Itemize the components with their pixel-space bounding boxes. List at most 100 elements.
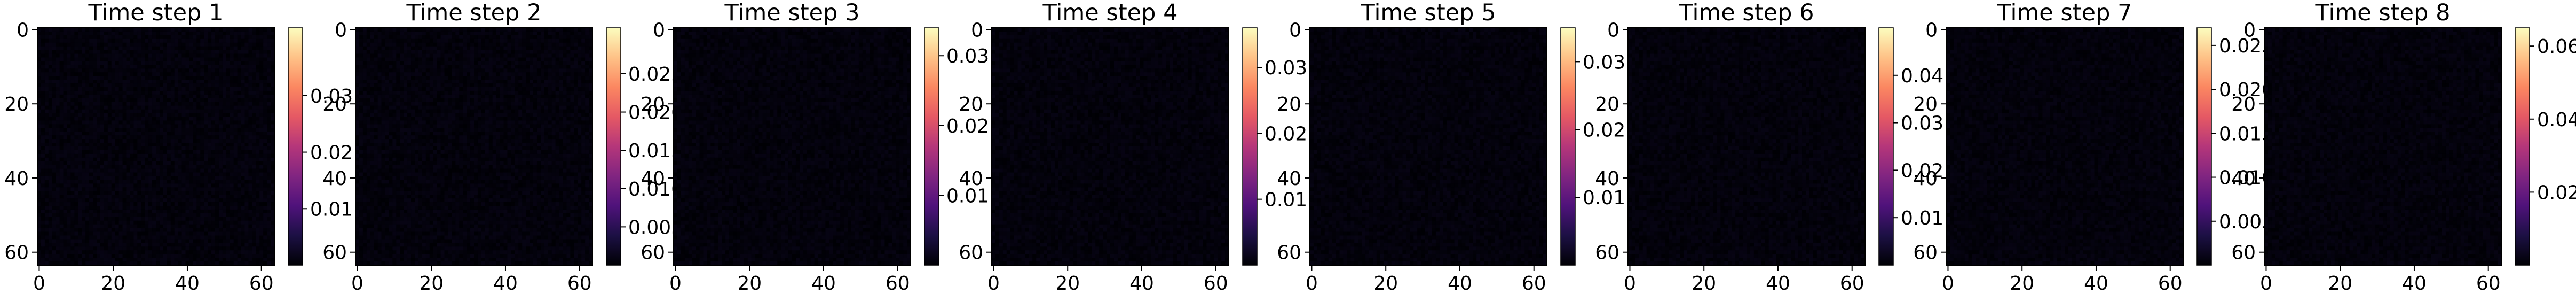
heatmap-cell bbox=[226, 65, 231, 69]
heatmap-cell bbox=[100, 173, 105, 177]
heatmap-cell bbox=[133, 54, 138, 58]
heatmap-cell bbox=[186, 225, 190, 229]
heatmap-cell bbox=[367, 68, 371, 73]
heatmap-cell bbox=[445, 47, 449, 51]
heatmap-cell bbox=[152, 47, 156, 51]
heatmap-cell bbox=[74, 32, 78, 36]
heatmap-cell bbox=[60, 58, 64, 62]
heatmap-cell bbox=[82, 250, 86, 254]
heatmap-cell bbox=[156, 150, 160, 155]
heatmap-cell bbox=[407, 50, 412, 55]
heatmap-cell bbox=[45, 47, 49, 51]
heatmap-cell bbox=[382, 43, 386, 47]
heatmap-cell bbox=[463, 58, 467, 62]
heatmap-cell bbox=[141, 198, 145, 203]
heatmap-cell bbox=[171, 80, 175, 84]
heatmap-cell bbox=[67, 143, 72, 147]
heatmap-cell bbox=[470, 58, 475, 62]
heatmap-cell bbox=[163, 113, 168, 118]
heatmap-cell bbox=[78, 217, 82, 221]
heatmap-cell bbox=[385, 28, 390, 32]
heatmap-cell bbox=[70, 47, 75, 51]
heatmap-cell bbox=[238, 91, 242, 95]
heatmap-cell bbox=[223, 72, 227, 76]
heatmap-cell bbox=[56, 176, 60, 181]
heatmap-cell bbox=[97, 154, 101, 158]
heatmap-cell bbox=[78, 76, 82, 80]
heatmap-cell bbox=[259, 243, 264, 247]
heatmap-cell bbox=[248, 91, 252, 95]
heatmap-cell bbox=[156, 128, 160, 132]
heatmap-cell bbox=[186, 150, 190, 155]
heatmap-cell bbox=[259, 202, 264, 206]
heatmap-cell bbox=[115, 120, 120, 125]
heatmap-cell bbox=[45, 195, 49, 199]
heatmap-cell bbox=[112, 217, 116, 221]
heatmap-cell bbox=[85, 139, 90, 143]
heatmap-cell bbox=[123, 161, 127, 166]
heatmap-cell bbox=[82, 236, 86, 240]
heatmap-cell bbox=[385, 76, 390, 80]
heatmap-cell bbox=[141, 61, 145, 65]
heatmap-cell bbox=[123, 191, 127, 195]
heatmap-cell bbox=[223, 228, 227, 233]
heatmap-cell bbox=[152, 232, 156, 236]
heatmap-cell bbox=[178, 206, 183, 210]
heatmap-cell bbox=[167, 198, 171, 203]
heatmap-cell bbox=[137, 165, 141, 169]
heatmap-cell bbox=[234, 180, 238, 184]
heatmap-cell bbox=[104, 95, 108, 99]
heatmap-cell bbox=[167, 32, 171, 36]
heatmap-cell bbox=[104, 180, 108, 184]
heatmap-cell bbox=[141, 95, 145, 99]
heatmap-cell bbox=[200, 54, 204, 58]
heatmap-cell bbox=[108, 43, 112, 47]
heatmap-cell bbox=[238, 128, 242, 132]
heatmap-cell bbox=[252, 139, 256, 143]
heatmap-cell bbox=[41, 128, 45, 132]
heatmap-cell bbox=[78, 91, 82, 95]
heatmap-cell bbox=[441, 68, 445, 73]
heatmap-cell bbox=[189, 258, 193, 262]
heatmap-cell bbox=[97, 232, 101, 236]
heatmap-cell bbox=[556, 68, 560, 73]
heatmap-cell bbox=[148, 124, 153, 128]
heatmap-cell bbox=[204, 43, 208, 47]
heatmap-cell bbox=[241, 35, 246, 40]
heatmap-cell bbox=[211, 102, 216, 106]
heatmap-cell bbox=[82, 43, 86, 47]
heatmap-cell bbox=[570, 28, 574, 32]
heatmap-cell bbox=[267, 187, 271, 191]
heatmap-cell bbox=[60, 61, 64, 65]
heatmap-cell bbox=[148, 232, 153, 236]
heatmap-cell bbox=[245, 183, 249, 188]
heatmap-cell bbox=[45, 243, 49, 247]
heatmap-cell bbox=[130, 28, 134, 32]
heatmap-cell bbox=[100, 176, 105, 181]
heatmap-cell bbox=[234, 95, 238, 99]
heatmap-cell bbox=[518, 39, 523, 43]
heatmap-cell bbox=[389, 68, 393, 73]
heatmap-cell bbox=[189, 95, 193, 99]
heatmap-cell bbox=[500, 61, 504, 65]
heatmap-cell bbox=[359, 47, 364, 51]
heatmap-cell bbox=[455, 68, 460, 73]
heatmap-cell bbox=[559, 58, 564, 62]
heatmap-cell bbox=[70, 91, 75, 95]
heatmap-cell bbox=[248, 217, 252, 221]
heatmap-cell bbox=[152, 68, 156, 73]
heatmap-cell bbox=[241, 117, 246, 121]
heatmap-cell bbox=[127, 117, 131, 121]
heatmap-cell bbox=[238, 258, 242, 262]
heatmap-cell bbox=[578, 72, 582, 76]
heatmap-cell bbox=[93, 225, 97, 229]
heatmap-cell bbox=[248, 173, 252, 177]
heatmap-cell bbox=[82, 50, 86, 55]
heatmap-cell bbox=[152, 195, 156, 199]
heatmap-cell bbox=[85, 217, 90, 221]
heatmap-cell bbox=[426, 76, 430, 80]
heatmap-cell bbox=[481, 54, 486, 58]
heatmap-cell bbox=[100, 221, 105, 225]
heatmap-cell bbox=[82, 28, 86, 32]
heatmap-cell bbox=[37, 232, 42, 236]
